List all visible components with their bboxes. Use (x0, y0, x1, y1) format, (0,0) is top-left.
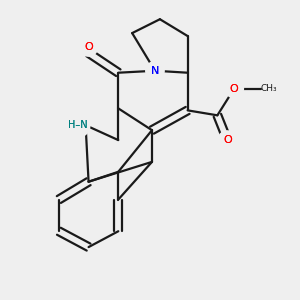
Text: O: O (223, 135, 232, 145)
Circle shape (79, 37, 98, 57)
Text: CH₃: CH₃ (261, 84, 278, 93)
Circle shape (218, 130, 237, 150)
Text: O: O (84, 42, 93, 52)
Text: O: O (230, 84, 239, 94)
Circle shape (145, 61, 165, 81)
Text: N: N (151, 66, 159, 76)
Text: O: O (230, 84, 239, 94)
Text: H–N: H–N (68, 120, 88, 130)
Text: O: O (223, 135, 232, 145)
Text: O: O (84, 42, 93, 52)
Circle shape (65, 112, 91, 138)
Text: N: N (151, 66, 159, 76)
Text: H–N: H–N (68, 120, 88, 130)
Circle shape (224, 79, 244, 98)
